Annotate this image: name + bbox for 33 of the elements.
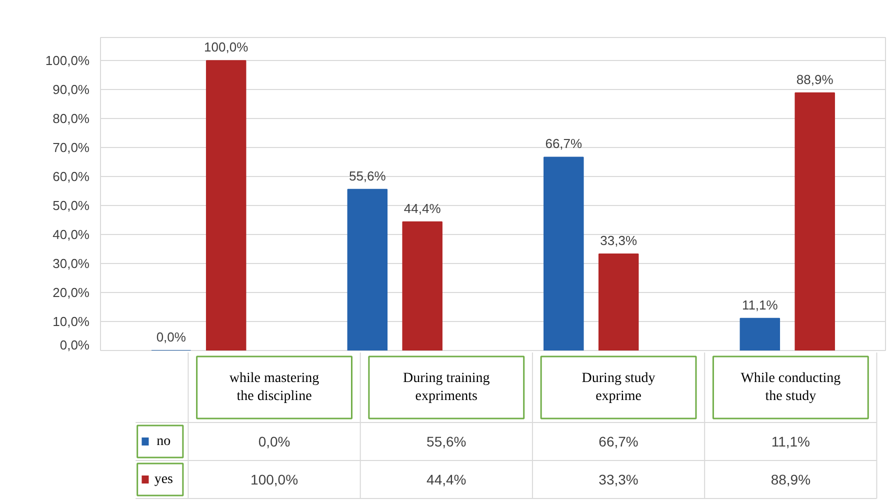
text: 33,3% [600, 232, 638, 248]
text: 55,6% [348, 168, 386, 184]
y-tick-label: 10,0% [52, 314, 90, 330]
legend-label: yes [154, 472, 173, 487]
data-label: 33,3% [598, 472, 638, 488]
y-tick-label: 40,0% [52, 227, 90, 242]
text: 44,4% [404, 200, 441, 216]
data-label: 100,0% [250, 472, 298, 488]
y-tick-label: 90,0% [52, 82, 90, 98]
y-tick-label: 70,0% [52, 140, 90, 156]
x-tick-label: While conducting the study [740, 371, 841, 404]
x-tick-label: while mastering the discipline [229, 371, 320, 404]
data-label: 0,0% [258, 434, 290, 450]
y-tick-label: 0,0% [60, 338, 90, 352]
y-tick-label: 100,0% [45, 53, 90, 68]
text: 66,7% [545, 136, 582, 152]
x-tick-label: During training expriments [403, 371, 490, 404]
y-tick-label: 30,0% [52, 256, 90, 272]
y-tick-label: 80,0% [52, 111, 90, 126]
y-tick-label: 50,0% [52, 198, 90, 214]
text: 11,1% [742, 297, 778, 312]
legend-label: no [156, 434, 171, 449]
data-label: 11,1% [771, 434, 810, 450]
x-tick-label: During study exprime [582, 371, 656, 404]
data-label: 88,9% [770, 472, 811, 488]
text: 0,0% [156, 330, 186, 344]
text: 88,9% [796, 72, 834, 87]
data-label: 55,6% [426, 434, 466, 450]
data-label: 66,7% [598, 434, 638, 450]
data-label: 44,4% [426, 472, 466, 488]
text: 100,0% [204, 40, 248, 55]
y-tick-label: 60,0% [52, 169, 90, 184]
y-tick-label: 20,0% [52, 285, 90, 300]
